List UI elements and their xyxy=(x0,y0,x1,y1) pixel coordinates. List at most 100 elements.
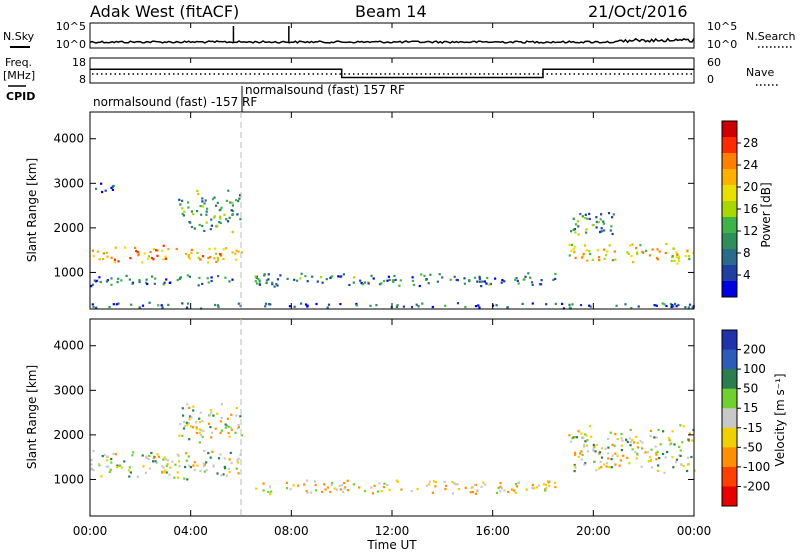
range-cell xyxy=(647,460,650,463)
range-cell xyxy=(682,425,685,428)
range-cell xyxy=(227,189,230,192)
range-cell xyxy=(205,213,208,216)
range-cell xyxy=(678,454,681,457)
range-cell xyxy=(497,486,500,490)
range-cell xyxy=(588,212,591,215)
range-cell xyxy=(549,480,552,483)
range-cell xyxy=(188,275,191,278)
range-cell xyxy=(620,437,623,440)
range-cell xyxy=(99,280,102,284)
range-cell xyxy=(153,282,156,285)
range-cell xyxy=(346,489,349,492)
range-cell xyxy=(372,277,375,280)
range-cell xyxy=(606,437,610,441)
range-cell xyxy=(234,431,237,434)
range-cell xyxy=(276,278,279,281)
range-cell xyxy=(531,484,534,487)
range-cell xyxy=(224,467,227,470)
range-cell xyxy=(264,305,267,308)
range-cell xyxy=(568,303,571,306)
range-cell xyxy=(92,255,95,258)
range-cell xyxy=(206,277,209,280)
range-cell xyxy=(339,303,342,306)
range-cell xyxy=(115,303,118,306)
range-cell xyxy=(531,487,534,490)
range-cell xyxy=(269,485,272,488)
range-cell xyxy=(171,460,174,463)
range-cell xyxy=(186,403,189,406)
range-cell xyxy=(202,462,205,465)
range-cell xyxy=(610,466,613,469)
xtick-label: 12:00 xyxy=(375,524,410,538)
range-cell xyxy=(582,255,585,258)
colorbar-tick-label: 100 xyxy=(743,362,766,376)
range-cell xyxy=(231,201,234,204)
range-cell xyxy=(157,455,160,458)
range-cell xyxy=(631,448,634,451)
range-cell xyxy=(517,282,520,285)
range-cell xyxy=(672,466,675,469)
range-cell xyxy=(637,305,640,308)
range-cell xyxy=(199,433,202,436)
colorbar-swatch xyxy=(722,169,737,186)
range-cell xyxy=(219,215,222,218)
range-cell xyxy=(111,188,114,191)
range-cell xyxy=(129,471,132,474)
range-cell xyxy=(137,254,140,257)
range-cell xyxy=(128,466,131,469)
range-cell xyxy=(670,305,673,309)
velocity-ylabel: Slant Range [km] xyxy=(25,365,39,469)
freq-tick-bottom: 8 xyxy=(79,73,86,86)
range-cell xyxy=(674,461,678,464)
range-cell xyxy=(167,303,170,306)
range-cell xyxy=(218,253,222,256)
range-cell xyxy=(485,282,488,285)
range-cell xyxy=(237,472,240,475)
colorbar-swatch xyxy=(722,153,737,170)
range-cell xyxy=(209,409,213,412)
range-cell xyxy=(631,438,634,441)
range-cell xyxy=(285,481,288,484)
range-cell xyxy=(201,205,204,208)
range-cell xyxy=(661,302,664,305)
range-cell xyxy=(610,225,613,228)
range-cell xyxy=(315,302,318,306)
range-cell xyxy=(214,303,217,307)
range-cell xyxy=(227,468,230,471)
range-cell xyxy=(676,262,679,265)
range-cell xyxy=(162,458,165,461)
range-cell xyxy=(608,244,611,247)
range-cell xyxy=(573,470,576,473)
range-cell xyxy=(686,463,689,466)
range-cell xyxy=(657,428,660,431)
range-cell xyxy=(91,249,94,252)
range-cell xyxy=(679,424,682,427)
range-cell xyxy=(361,283,365,286)
range-cell xyxy=(186,423,189,427)
range-cell xyxy=(588,425,592,428)
range-cell xyxy=(410,490,413,493)
range-cell xyxy=(373,484,376,487)
range-cell xyxy=(225,474,229,477)
range-cell xyxy=(258,279,261,282)
range-cell xyxy=(481,280,484,283)
range-cell xyxy=(209,228,212,231)
range-cell xyxy=(634,451,637,454)
range-cell xyxy=(175,247,178,251)
range-cell xyxy=(276,284,279,287)
range-cell xyxy=(185,459,188,462)
nave-tick-bottom: 0 xyxy=(707,73,714,86)
range-cell xyxy=(667,437,671,440)
range-cell xyxy=(600,456,604,459)
range-cell xyxy=(273,285,276,288)
range-cell xyxy=(98,276,101,279)
range-cell xyxy=(163,456,166,459)
range-cell xyxy=(598,467,601,470)
range-cell xyxy=(421,302,424,305)
range-cell xyxy=(219,453,222,456)
range-cell xyxy=(598,256,601,259)
range-cell xyxy=(132,451,135,454)
range-cell xyxy=(224,426,227,429)
range-cell xyxy=(187,206,190,209)
range-cell xyxy=(156,254,159,257)
